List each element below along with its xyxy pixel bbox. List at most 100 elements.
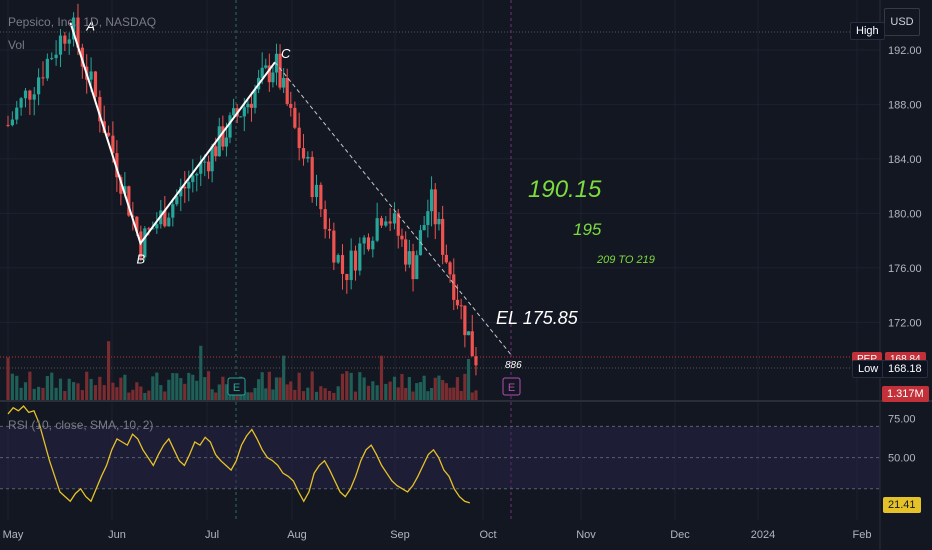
candle-body: [10, 119, 14, 126]
currency-button[interactable]: USD: [884, 8, 920, 36]
volume-label: Vol: [8, 38, 25, 52]
candle-body: [175, 196, 179, 205]
volume-bar: [175, 373, 179, 400]
volume-bar: [429, 387, 434, 400]
candle-body: [297, 127, 301, 149]
rsi-panel: [0, 405, 880, 504]
annotation-text: EL 175.85: [496, 308, 579, 328]
volume-bar: [159, 385, 163, 400]
candle-body: [301, 148, 306, 159]
candle-body: [415, 255, 419, 280]
volume-bar: [217, 384, 221, 400]
candle-body: [135, 216, 139, 232]
candle-body: [224, 137, 229, 147]
candle-body: [15, 107, 19, 120]
volume-bar: [15, 375, 19, 400]
volume-bar: [437, 375, 441, 400]
volume-bar: [306, 387, 310, 400]
candle-body: [76, 17, 80, 48]
time-tick-label: Sep: [390, 529, 410, 541]
candle-body: [89, 71, 93, 80]
abc-pattern-line: [69, 22, 276, 246]
volume-badge: 1.317M: [882, 386, 929, 402]
candle-body: [319, 184, 323, 210]
volume-bar: [199, 345, 203, 400]
volume-bar: [396, 387, 400, 400]
low-badge: Low: [852, 360, 885, 378]
volume-bar: [278, 377, 282, 400]
volume-bar: [191, 374, 195, 400]
candle-body: [375, 218, 379, 241]
volume-bar: [411, 391, 415, 400]
candle-body: [422, 225, 426, 231]
candle-body: [332, 230, 336, 263]
candle-body: [379, 218, 384, 226]
candle-body: [400, 235, 404, 240]
volume-bar: [221, 376, 225, 400]
volume-bar: [203, 377, 207, 400]
volume-bar: [72, 382, 76, 400]
volume-bar: [214, 392, 218, 400]
candle-body: [41, 77, 45, 79]
candle-body: [151, 228, 155, 230]
volume-bar: [444, 383, 448, 400]
earnings-icon: [502, 377, 521, 396]
volume-bar: [455, 377, 460, 400]
candle-body: [260, 67, 264, 78]
candle-body: [271, 72, 275, 83]
earnings-icon: [227, 377, 246, 396]
volume-bar: [463, 373, 467, 400]
volume-bar: [123, 374, 127, 400]
candle-body: [253, 89, 257, 108]
trendline: [274, 61, 513, 357]
candle-body: [278, 53, 282, 88]
volume-bar: [163, 391, 167, 400]
candle-body: [327, 229, 332, 231]
volume-bar: [327, 390, 332, 400]
candle-body: [274, 53, 279, 73]
volume-bar: [404, 388, 408, 400]
candle-body: [199, 161, 203, 174]
volume-bar: [179, 378, 183, 400]
volume-bar: [102, 385, 106, 400]
candle-body: [163, 210, 167, 227]
volume-bar: [379, 355, 384, 400]
axes: 192.00 188.00 184.00 180.00 176.00 172.00 75.0…: [3, 45, 922, 541]
volume-bar: [93, 385, 98, 400]
candle-body: [463, 305, 467, 336]
volume-bar: [249, 392, 254, 400]
volume-bar: [314, 391, 319, 400]
time-tick-label: Jul: [205, 529, 219, 541]
volume-bar: [452, 387, 456, 400]
candle-body: [384, 221, 388, 226]
candle-body: [179, 186, 183, 197]
volume-bar: [41, 387, 45, 400]
volume-bar: [349, 372, 353, 400]
volume-bar: [407, 376, 411, 400]
volume-bar: [422, 375, 426, 400]
candle-body: [345, 273, 349, 281]
volume-bar: [246, 392, 250, 400]
volume-bar: [392, 376, 397, 400]
price-tick-label: 180.00: [888, 208, 922, 220]
candle-body: [106, 132, 111, 136]
candle-body: [264, 65, 268, 68]
volume-bar: [459, 390, 463, 400]
candle-body: [93, 71, 98, 97]
candle-body: [28, 90, 32, 100]
price-tick-label: 192.00: [888, 45, 922, 57]
volume-bar: [362, 377, 366, 400]
volume-bar: [282, 355, 286, 400]
candle-body: [289, 103, 293, 108]
volume-bar: [131, 389, 135, 400]
candle-body: [362, 237, 366, 244]
volume-bar: [111, 382, 115, 400]
candle-body: [411, 251, 415, 280]
volume-bar: [76, 383, 80, 400]
volume-bar: [115, 387, 119, 400]
price-tick-label: 172.00: [888, 317, 922, 329]
volume-bar: [375, 385, 379, 400]
volume-bar: [433, 377, 437, 400]
candle-body: [249, 103, 254, 108]
